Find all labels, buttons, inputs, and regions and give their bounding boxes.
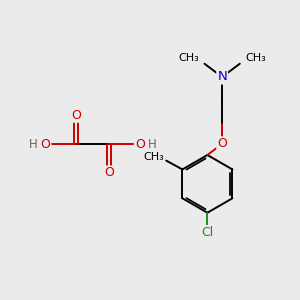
Text: O: O [135, 138, 145, 151]
Text: CH₃: CH₃ [245, 53, 266, 63]
Text: Cl: Cl [201, 226, 214, 239]
Text: CH₃: CH₃ [178, 53, 199, 63]
Text: N: N [217, 70, 227, 83]
Text: O: O [104, 167, 114, 179]
Text: CH₃: CH₃ [143, 152, 164, 162]
Text: O: O [71, 109, 81, 122]
Text: H: H [28, 138, 37, 151]
Text: O: O [40, 138, 50, 151]
Text: O: O [217, 137, 227, 150]
Text: H: H [148, 138, 157, 151]
